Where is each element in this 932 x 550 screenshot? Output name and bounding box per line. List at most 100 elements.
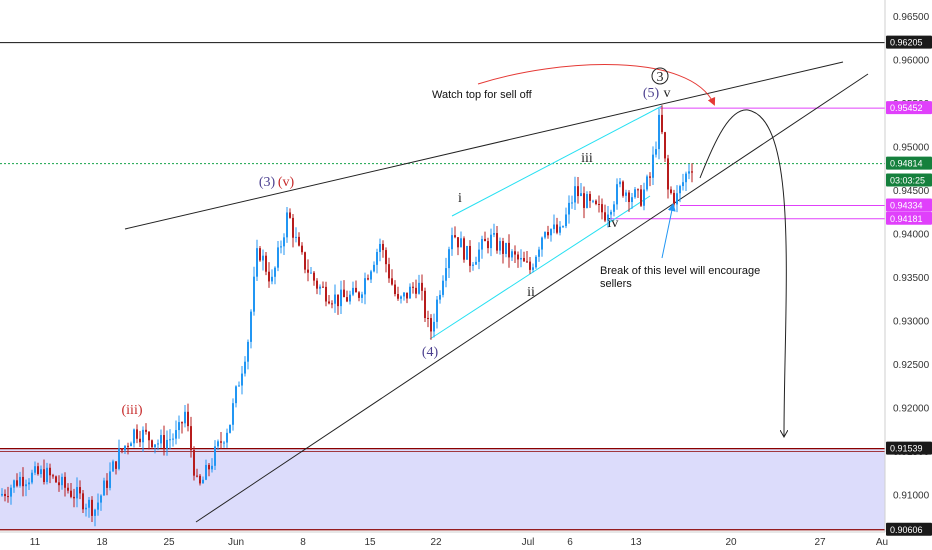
channel-upper-line xyxy=(451,105,663,217)
candle-body xyxy=(454,235,456,238)
candle-body xyxy=(397,294,399,299)
candle-body xyxy=(343,289,345,298)
candle-body xyxy=(259,248,261,261)
candle-body xyxy=(520,257,522,260)
candle-body xyxy=(280,246,282,248)
candle-body xyxy=(187,411,189,427)
candle-body xyxy=(391,278,393,285)
candle-body xyxy=(265,255,267,272)
candle-body xyxy=(514,251,516,255)
candle-body xyxy=(598,203,600,205)
candle-body xyxy=(451,235,453,250)
candle-body xyxy=(553,224,555,230)
candle-body xyxy=(646,176,648,190)
price-tag-label: 03:03:25 xyxy=(890,176,925,186)
candle-body xyxy=(289,212,291,218)
candle-body xyxy=(145,429,147,432)
date-tick-label: 27 xyxy=(814,537,826,548)
candle-body xyxy=(430,318,432,332)
candle-body xyxy=(445,268,447,281)
wave-label-iii: iii xyxy=(581,151,593,166)
candle-body xyxy=(127,445,129,447)
candle-body xyxy=(238,385,240,387)
candle-body xyxy=(43,469,45,482)
wave-label-iv: iv xyxy=(608,216,619,231)
candle-body xyxy=(571,202,573,204)
candle-body xyxy=(139,438,141,443)
candle-body xyxy=(643,189,645,206)
candle-body xyxy=(244,361,246,374)
candle-body xyxy=(310,272,312,274)
candle-body xyxy=(352,287,354,295)
candle-body xyxy=(277,247,279,268)
candle-body xyxy=(676,193,678,205)
candle-body xyxy=(523,257,525,262)
candle-body xyxy=(256,248,258,277)
candle-body xyxy=(490,234,492,249)
wave-label-v-minor: (v) xyxy=(278,175,295,190)
candle-body xyxy=(373,264,375,272)
price-tick-label: 0.92500 xyxy=(893,360,930,371)
candle-body xyxy=(73,496,75,499)
candle-body xyxy=(427,317,429,319)
candle-body xyxy=(448,249,450,269)
candle-body xyxy=(529,261,531,270)
candle-body xyxy=(535,256,537,268)
candle-body xyxy=(49,467,51,476)
candle-body xyxy=(361,294,363,298)
candle-body xyxy=(658,114,660,150)
candle-body xyxy=(547,231,549,236)
candle-body xyxy=(46,467,48,482)
candle-body xyxy=(193,450,195,476)
candle-body xyxy=(304,252,306,270)
date-tick-label: 25 xyxy=(163,537,175,548)
candle-body xyxy=(355,287,357,293)
candle-body xyxy=(151,440,153,448)
candle-body xyxy=(76,487,78,499)
candle-body xyxy=(166,439,168,449)
candle-body xyxy=(418,282,420,294)
candle-body xyxy=(616,184,618,205)
candle-body xyxy=(394,284,396,295)
candle-body xyxy=(103,480,105,496)
candle-body xyxy=(106,480,108,488)
candle-body xyxy=(112,461,114,472)
candle-body xyxy=(526,261,528,263)
price-tag-box xyxy=(886,522,932,536)
candle-body xyxy=(568,202,570,215)
lower-wedge-line xyxy=(195,73,869,523)
candle-body xyxy=(460,238,462,248)
candle-body xyxy=(619,181,621,185)
candle-body xyxy=(154,444,156,448)
candle-body xyxy=(631,197,633,203)
candle-body xyxy=(652,154,654,178)
candle-body xyxy=(595,200,597,204)
candle-body xyxy=(421,282,423,291)
date-tick-label: Au xyxy=(876,537,888,548)
candle-body xyxy=(532,267,534,270)
candle-body xyxy=(223,442,225,444)
candle-body xyxy=(157,443,159,445)
price-tag-label: 0.94181 xyxy=(890,214,923,224)
price-tick-label: 0.96000 xyxy=(893,56,930,67)
candle-body xyxy=(505,242,507,254)
candle-body xyxy=(691,171,693,173)
candle-body xyxy=(382,243,384,251)
candle-body xyxy=(274,267,276,277)
wave-label-3-circle xyxy=(651,67,669,85)
candle-body xyxy=(664,132,666,159)
candle-body xyxy=(130,443,132,447)
candle-body xyxy=(370,271,372,280)
candle-body xyxy=(16,480,18,486)
candle-body xyxy=(250,311,252,342)
date-tick-label: 13 xyxy=(630,537,642,548)
price-tick-label: 0.91000 xyxy=(893,491,930,502)
support-zone xyxy=(0,448,885,530)
candle-body xyxy=(229,424,231,433)
price-tag-box xyxy=(886,198,932,212)
candle-body xyxy=(118,448,120,469)
candle-body xyxy=(67,487,69,491)
candle-body xyxy=(379,243,381,252)
candle-body xyxy=(424,290,426,318)
